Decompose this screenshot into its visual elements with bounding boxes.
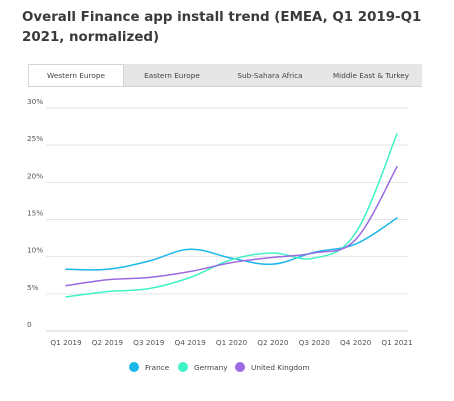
tab-sub-sahara-africa[interactable]: Sub-Sahara Africa [237, 70, 303, 80]
series-line-germany [65, 133, 398, 298]
x-tick-label: Q1 2020 [216, 338, 248, 347]
legend-swatch [178, 362, 188, 372]
x-tick-label: Q3 2020 [299, 338, 331, 347]
legend-item-united-kingdom[interactable]: United Kingdom [235, 362, 310, 372]
x-tick-label: Q2 2019 [92, 338, 124, 347]
legend-label: United Kingdom [251, 362, 310, 372]
chart-legend: France Germany United Kingdom [0, 362, 454, 376]
y-tick-label: 0 [27, 320, 32, 329]
y-tick-label: 5% [27, 283, 39, 292]
x-tick-label: Q1 2021 [381, 338, 412, 347]
chart-title: Overall Finance app install trend (EMEA,… [22, 10, 422, 45]
y-tick-label: 30% [27, 97, 43, 106]
legend-item-germany[interactable]: Germany [178, 362, 228, 372]
tab-middle-east-turkey[interactable]: Middle East & Turkey [332, 70, 410, 80]
y-tick-label: 10% [27, 246, 43, 255]
series-line-united-kingdom [65, 165, 398, 287]
x-tick-label: Q1 2019 [50, 338, 82, 347]
legend-label: Germany [194, 362, 228, 372]
legend-swatch [235, 362, 245, 372]
tab-western-europe[interactable]: Western Europe [28, 64, 124, 86]
x-tick-label: Q3 2019 [133, 338, 165, 347]
legend-swatch [129, 362, 139, 372]
y-tick-label: 20% [27, 171, 43, 180]
x-tick-label: Q4 2020 [340, 338, 372, 347]
y-tick-label: 15% [27, 209, 43, 218]
region-tabs: Western Europe Eastern Europe Sub-Sahara… [28, 64, 422, 87]
x-tick-label: Q2 2020 [257, 338, 289, 347]
x-tick-label: Q4 2019 [174, 338, 206, 347]
y-tick-label: 25% [27, 134, 43, 143]
legend-item-france[interactable]: France [129, 362, 169, 372]
tab-eastern-europe[interactable]: Eastern Europe [144, 70, 200, 80]
legend-label: France [145, 362, 170, 372]
